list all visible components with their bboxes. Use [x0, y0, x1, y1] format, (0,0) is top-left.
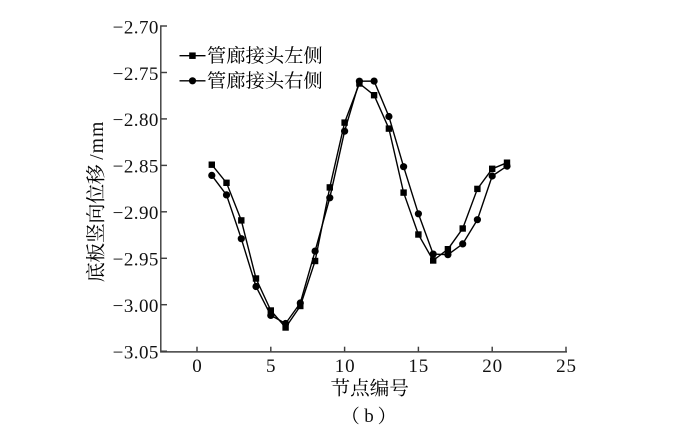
svg-text:−2.90: −2.90 [113, 203, 159, 224]
svg-text:5: 5 [266, 356, 276, 377]
svg-text:/mm: /mm [87, 121, 108, 160]
svg-text:−2.70: −2.70 [113, 17, 159, 38]
svg-text:−3.00: −3.00 [113, 296, 159, 317]
svg-text:20: 20 [482, 356, 503, 377]
svg-text:0: 0 [192, 356, 202, 377]
svg-text:25: 25 [556, 356, 577, 377]
svg-text:−2.95: −2.95 [113, 250, 159, 271]
svg-text:−3.05: −3.05 [113, 343, 159, 364]
svg-text:b: b [364, 406, 374, 427]
svg-text:−2.80: −2.80 [113, 110, 159, 131]
svg-text:−2.85: −2.85 [113, 157, 159, 178]
svg-text:10: 10 [335, 356, 356, 377]
svg-text:15: 15 [408, 356, 429, 377]
svg-text:−2.75: −2.75 [113, 64, 159, 85]
